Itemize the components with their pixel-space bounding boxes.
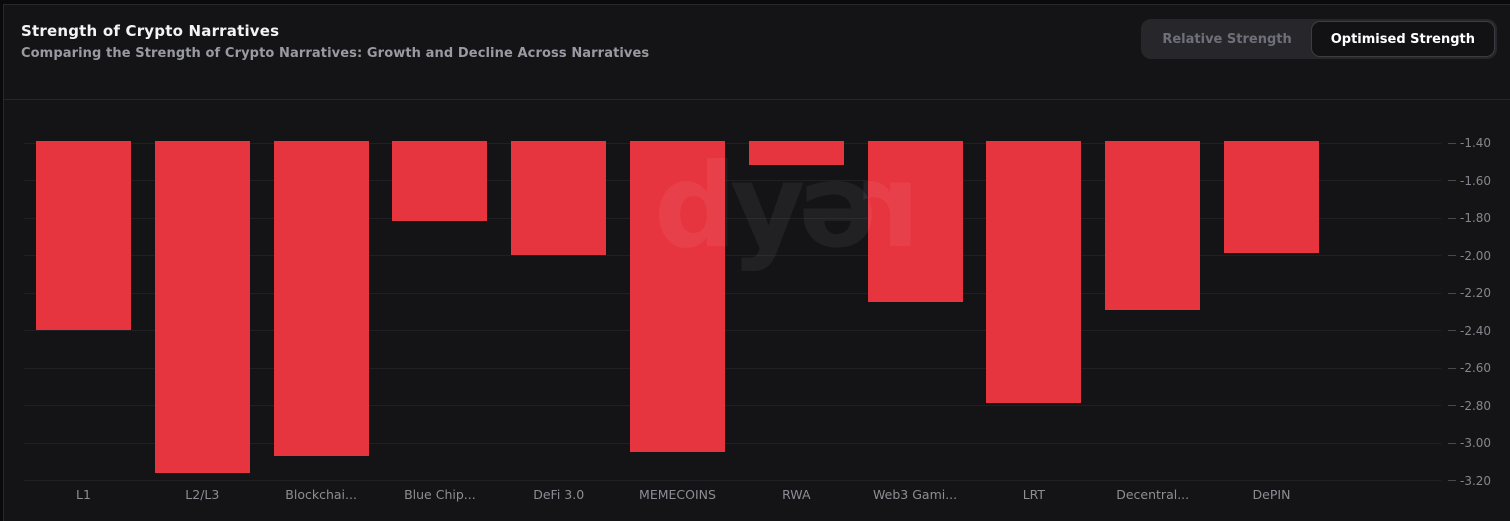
narratives-chart-card: Strength of Crypto Narratives Comparing …	[3, 4, 1510, 521]
bar-DePIN[interactable]	[1224, 141, 1319, 254]
bar-DeFi 3.0[interactable]	[511, 141, 607, 256]
bar-L1[interactable]	[36, 141, 131, 331]
tab-relative-strength[interactable]: Relative Strength	[1162, 31, 1292, 47]
bar-Decentral...[interactable]	[1105, 141, 1201, 310]
y-axis-tick	[1448, 217, 1456, 219]
y-axis-tick	[1448, 255, 1456, 257]
bar-Blockchai...[interactable]	[273, 141, 369, 456]
y-axis-label: -3.20	[1460, 473, 1492, 488]
strength-mode-toggle: Relative Strength Optimised Strength	[1141, 19, 1497, 59]
header-divider	[4, 99, 1510, 100]
gridline	[24, 330, 1441, 332]
y-axis-label: -2.40	[1460, 323, 1492, 338]
x-axis-label: MEMECOINS	[639, 487, 716, 502]
y-axis-label: -3.00	[1460, 436, 1492, 451]
bar-L2/L3[interactable]	[154, 141, 250, 473]
gridline	[24, 480, 1441, 482]
bar-LRT[interactable]	[986, 141, 1082, 404]
x-axis-label: DePIN	[1252, 487, 1291, 502]
x-axis-label: L1	[76, 487, 91, 502]
gridline	[24, 405, 1441, 407]
x-axis-label: Blue Chip...	[404, 487, 476, 502]
y-axis-label: -2.00	[1460, 248, 1492, 263]
x-axis-label: Blockchai...	[285, 487, 357, 502]
gridline	[24, 292, 1441, 294]
y-axis-label: -1.40	[1460, 136, 1492, 150]
gridline	[24, 367, 1441, 369]
y-axis-label: -2.20	[1460, 286, 1492, 301]
bar-RWA[interactable]	[748, 141, 844, 166]
x-axis-label: RWA	[782, 487, 811, 502]
page-title: Strength of Crypto Narratives	[21, 22, 280, 40]
x-axis-label: Web3 Gami...	[873, 487, 958, 502]
chart-subtitle: Comparing the Strength of Crypto Narrati…	[21, 46, 650, 61]
bar-MEMECOINS[interactable]	[630, 141, 725, 453]
plot-area: -1.40 -1.60 -1.80 -2.00 -2.20 -2.40 -2.60 -2.80…	[4, 5, 1510, 521]
bar-Web3 Gami...[interactable]	[867, 141, 963, 303]
y-axis-tick	[1448, 442, 1456, 444]
y-axis-tick	[1448, 142, 1456, 144]
y-axis-label: -1.80	[1460, 211, 1492, 226]
x-axis-label: Decentral...	[1116, 487, 1190, 502]
y-axis-label: -2.60	[1460, 361, 1492, 376]
y-axis-label: -1.60	[1460, 173, 1492, 188]
gridline	[24, 442, 1441, 444]
x-axis-label: LRT	[1022, 487, 1046, 502]
y-axis-tick	[1448, 330, 1456, 332]
gridline	[24, 180, 1441, 182]
y-axis-tick	[1448, 405, 1456, 407]
gridline	[24, 255, 1441, 257]
gridline	[24, 142, 1441, 144]
bar-Blue Chip...[interactable]	[392, 141, 488, 222]
gridline	[24, 217, 1441, 219]
y-axis-tick	[1448, 180, 1456, 182]
x-axis-label: L2/L3	[185, 487, 220, 502]
y-axis-label: -2.80	[1460, 398, 1492, 413]
tab-optimised-strength[interactable]: Optimised Strength	[1310, 21, 1495, 57]
y-axis-tick	[1448, 292, 1456, 294]
x-axis-label: DeFi 3.0	[533, 487, 585, 502]
y-axis-tick	[1448, 367, 1456, 369]
y-axis-tick	[1448, 480, 1456, 482]
